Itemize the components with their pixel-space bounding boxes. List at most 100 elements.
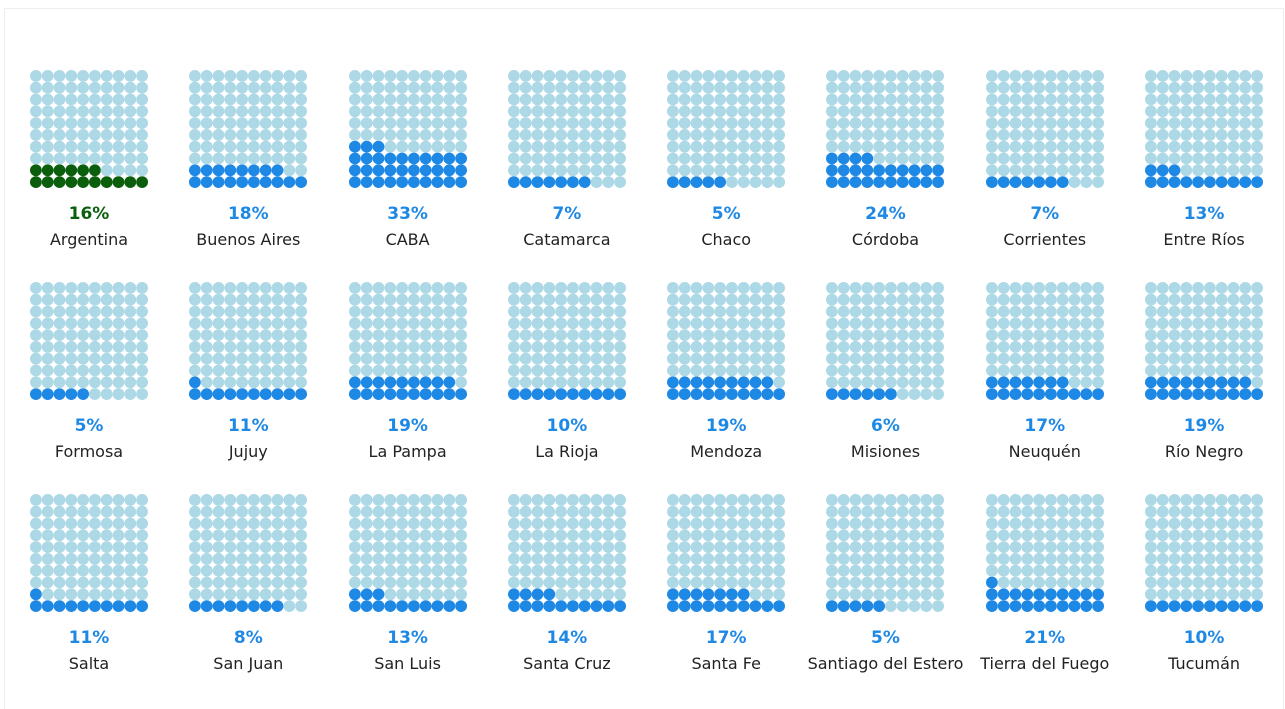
waffle-dot-empty [1227, 588, 1240, 601]
waffle-dot-empty [295, 317, 308, 330]
waffle-dot-empty [224, 564, 237, 577]
waffle-dot-empty [1091, 81, 1104, 94]
waffle-dot-empty [826, 117, 839, 129]
waffle-dot-empty [773, 176, 786, 188]
waffle-dot-empty [578, 529, 591, 542]
waffle-dot-empty [100, 588, 113, 601]
waffle-dot-empty [590, 576, 603, 589]
waffle-dot-empty [714, 541, 727, 553]
waffle-dot-empty [690, 494, 703, 506]
waffle-dot-empty [295, 293, 308, 306]
waffle-dot-empty [590, 93, 603, 106]
waffle-dot-empty [761, 140, 774, 153]
waffle-dot-empty [1068, 164, 1081, 177]
waffle-dot-empty [295, 117, 308, 129]
waffle-dot-empty [136, 140, 148, 153]
waffle-dot-empty [189, 305, 202, 318]
waffle-dot-filled [702, 176, 715, 188]
waffle-dot-empty [578, 81, 591, 94]
waffle-dot-empty [909, 282, 921, 294]
waffle-dot-filled [442, 176, 455, 188]
waffle-dot-empty [602, 305, 615, 318]
waffle-dot-empty [65, 140, 78, 153]
waffle-dot-filled [136, 600, 148, 612]
waffle-dot-empty [348, 70, 361, 82]
waffle-dot-empty [1215, 553, 1228, 565]
waffle-dot-empty [1032, 352, 1045, 365]
waffle-dot-empty [189, 494, 202, 506]
waffle-dot-empty [224, 81, 237, 94]
percent-label: 33% [387, 204, 428, 224]
waffle-dot-empty [507, 129, 520, 141]
waffle-dot-empty [614, 117, 626, 129]
waffle-dot-empty [124, 388, 137, 400]
waffle-dot-empty [1068, 529, 1081, 542]
waffle-dot-empty [1251, 105, 1264, 118]
waffle-dot-empty [909, 329, 921, 341]
waffle-dot-empty [100, 282, 113, 294]
region-name: Córdoba [851, 230, 920, 249]
waffle-dot-empty [555, 352, 567, 365]
waffle-dot-empty [773, 152, 786, 165]
waffle-dot-empty [885, 293, 898, 306]
waffle-dot-empty [590, 341, 603, 353]
waffle-dot-empty [873, 152, 886, 165]
waffle-dot-filled [407, 600, 420, 612]
waffle-dot-filled [1227, 176, 1240, 188]
waffle-dot-empty [201, 105, 213, 118]
waffle-dot-empty [1009, 352, 1022, 365]
waffle-dot-empty [737, 517, 750, 530]
waffle-dot-empty [826, 129, 839, 141]
waffle-dot-empty [1080, 152, 1092, 165]
waffle-dot-empty [431, 529, 443, 542]
waffle-dot-empty [89, 81, 101, 94]
waffle-dot-empty [1080, 93, 1092, 106]
waffle-dot-empty [737, 105, 750, 118]
waffle-dot-filled [124, 600, 137, 612]
waffle-dot-empty [395, 588, 408, 601]
waffle-dot-empty [407, 282, 420, 294]
waffle-dot-empty [112, 117, 125, 129]
waffle-dot-empty [1239, 352, 1252, 365]
waffle-dot-empty [348, 81, 361, 94]
waffle-dot-empty [826, 576, 839, 589]
waffle-dot-empty [383, 576, 396, 589]
waffle-dot-empty [1032, 93, 1045, 106]
waffle-dot-empty [1021, 293, 1033, 306]
waffle-dot-empty [271, 588, 284, 601]
waffle-dot-empty [1192, 341, 1205, 353]
waffle-dot-empty [985, 517, 998, 530]
waffle-dot-empty [407, 576, 420, 589]
waffle-dot-empty [1145, 341, 1157, 353]
waffle-dot-empty [531, 517, 544, 530]
waffle-dot-filled [30, 600, 42, 612]
waffle-dot-empty [519, 317, 532, 330]
waffle-dot-empty [578, 494, 591, 506]
waffle-dot-empty [838, 70, 851, 82]
waffle-dot-empty [89, 352, 101, 365]
waffle-dot-empty [53, 376, 66, 389]
waffle-dot-empty [519, 81, 532, 94]
waffle-dot-empty [932, 529, 945, 542]
waffle-dot-empty [1215, 541, 1228, 553]
waffle-dot-empty [543, 364, 556, 377]
waffle-dot-empty [89, 129, 101, 141]
waffle-dot-empty [1044, 70, 1057, 82]
waffle-dot-empty [761, 129, 774, 141]
waffle-dot-empty [861, 81, 874, 94]
waffle-dot-empty [1145, 293, 1157, 306]
waffle-dot-empty [136, 517, 148, 530]
waffle-grid-dots [1145, 282, 1264, 400]
waffle-dot-empty [1204, 576, 1216, 589]
waffle-dot-filled [1145, 600, 1157, 612]
waffle-cell: 11% Jujuy [189, 282, 308, 494]
waffle-dot-empty [283, 164, 296, 177]
waffle-dot-empty [1215, 152, 1228, 165]
waffle-dot-empty [773, 376, 786, 389]
waffle-dot-empty [360, 505, 373, 518]
waffle-dot-empty [1044, 553, 1057, 565]
waffle-dot-empty [690, 352, 703, 365]
waffle-dot-empty [41, 70, 54, 82]
waffle-dot-empty [236, 70, 249, 82]
waffle-dot-empty [614, 541, 626, 553]
